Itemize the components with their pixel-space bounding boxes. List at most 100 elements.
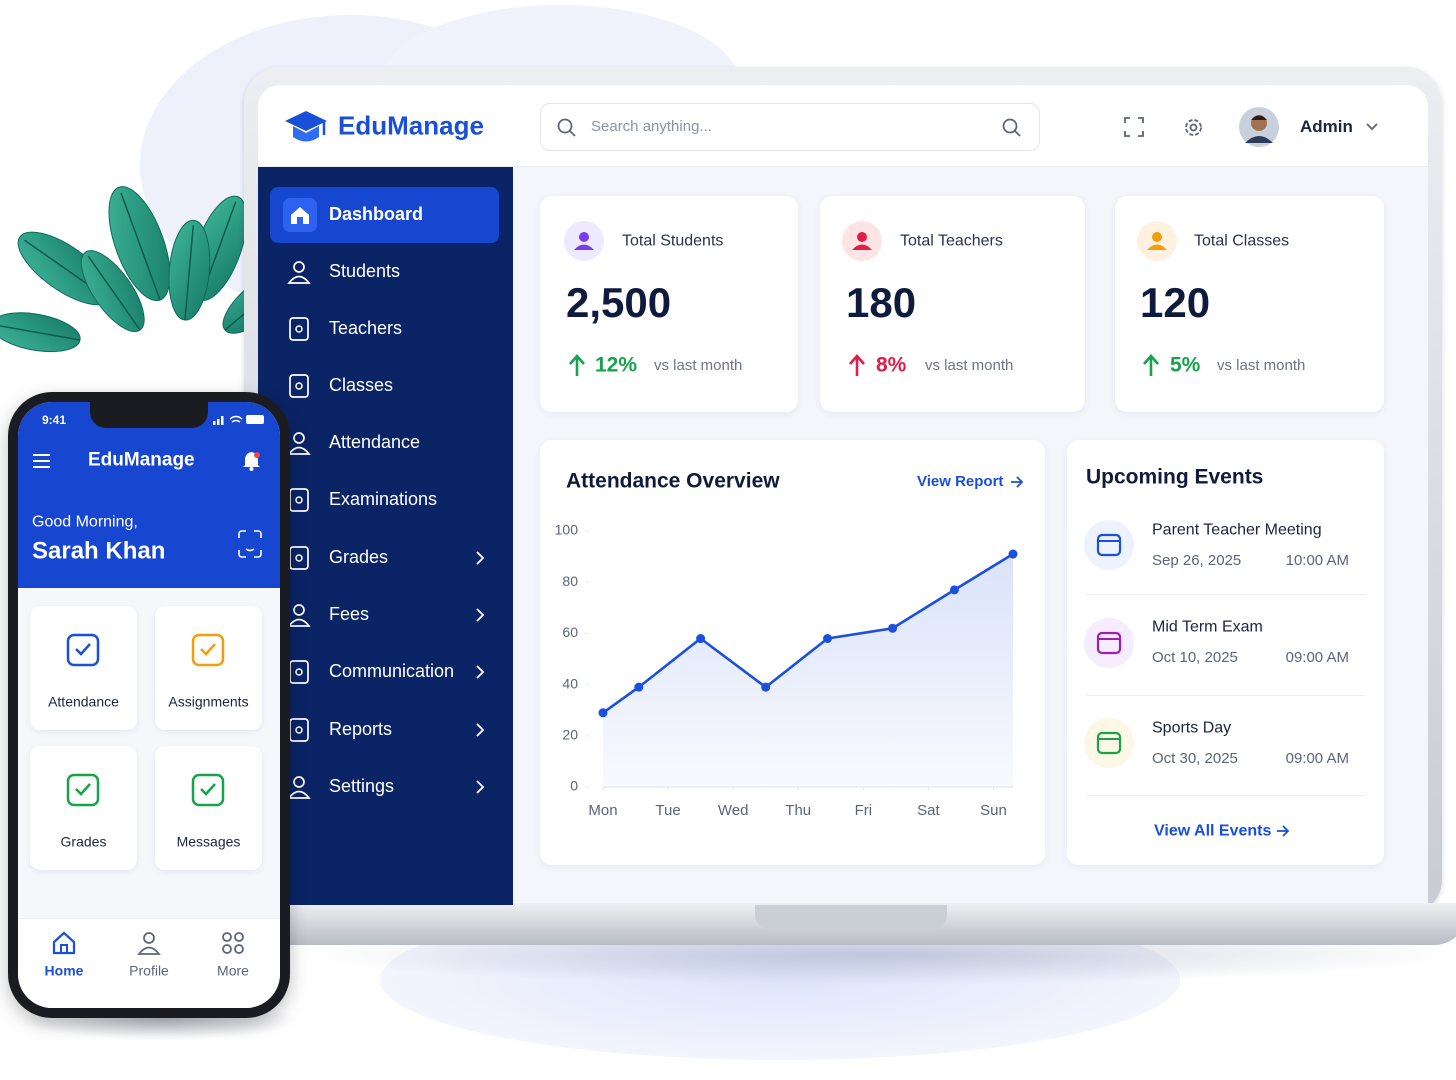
stat-change: 8% <box>876 353 907 377</box>
nav-item[interactable]: Students <box>329 261 401 282</box>
chevron-down[interactable] <box>1365 122 1379 132</box>
link-arrow[interactable] <box>1276 825 1290 837</box>
stat-value: 180 <box>846 278 917 326</box>
y-tick-label: 100 <box>555 522 579 538</box>
bell-icon[interactable] <box>243 451 260 471</box>
event-title[interactable]: Mid Term Exam <box>1152 618 1263 636</box>
point <box>761 682 771 692</box>
nav-chevron <box>476 780 485 794</box>
icon-part <box>184 225 195 321</box>
event-icon <box>1084 520 1134 570</box>
icon-part <box>287 446 311 455</box>
bottom-nav-icon[interactable] <box>221 931 245 955</box>
x-tick-label: Fri <box>855 802 873 819</box>
avatar[interactable] <box>1239 107 1279 147</box>
link-arrow[interactable] <box>1010 476 1024 488</box>
icon-part <box>857 232 867 242</box>
event-time: 10:00 AM <box>1285 552 1349 569</box>
nav-item[interactable]: Teachers <box>329 318 403 339</box>
icon-part <box>287 790 311 799</box>
app-tile[interactable] <box>155 606 262 730</box>
app-tile[interactable] <box>30 746 137 870</box>
icon-part <box>234 944 244 954</box>
icon-part <box>191 773 225 807</box>
icon-part <box>120 192 161 301</box>
nav-item[interactable]: Fees <box>329 604 370 625</box>
icon-part <box>287 275 311 284</box>
trend-arrow <box>1143 354 1159 376</box>
nav-item[interactable]: Examinations <box>329 489 438 510</box>
icon-part <box>289 374 309 398</box>
icon-part <box>245 548 255 552</box>
icon-part <box>295 382 303 390</box>
icon-part <box>191 633 225 667</box>
menu-icon[interactable] <box>33 454 50 468</box>
stat-note: vs last month <box>654 357 743 374</box>
icon-part <box>249 467 254 471</box>
icon-part <box>295 554 303 562</box>
icon-part <box>143 932 155 944</box>
bottom-nav-label[interactable]: More <box>217 962 249 979</box>
icon-part <box>238 530 262 558</box>
x-tick-label: Sun <box>980 802 1007 819</box>
x-tick-label: Sat <box>917 802 940 819</box>
app-tile[interactable] <box>155 746 262 870</box>
app-tile[interactable] <box>30 606 137 730</box>
bottom-nav-icon[interactable] <box>137 931 161 955</box>
stat-change: 12% <box>595 353 638 377</box>
fullscreen-icon[interactable] <box>1124 117 1144 137</box>
nav-item[interactable]: Reports <box>329 719 393 740</box>
settings-icon[interactable] <box>1183 117 1204 138</box>
nav-chevron <box>476 608 485 622</box>
nav-item[interactable]: Dashboard <box>329 204 424 225</box>
nav-item[interactable]: Classes <box>329 375 394 396</box>
event-icon <box>1084 618 1134 668</box>
icon-part <box>287 618 311 627</box>
icon-part <box>289 718 309 742</box>
stat-label: Total Classes <box>1194 232 1290 250</box>
trend-arrow <box>569 354 585 376</box>
nav-item[interactable]: Attendance <box>329 432 421 453</box>
stat-change: 5% <box>1170 353 1201 377</box>
nav-item[interactable]: Settings <box>329 776 395 797</box>
icon-part <box>1152 232 1162 242</box>
icon-part <box>0 324 81 341</box>
icon-part <box>222 932 232 942</box>
icon-part <box>293 261 305 273</box>
icon-part <box>222 944 232 954</box>
y-tick-label: 80 <box>562 573 578 589</box>
logo-icon <box>285 111 327 142</box>
point <box>696 634 706 644</box>
stat-icon <box>564 221 604 261</box>
icon-part <box>579 232 589 242</box>
tile-label: Grades <box>60 833 107 850</box>
user-name[interactable]: Admin <box>1300 116 1353 136</box>
events-link[interactable]: View All Events <box>1154 822 1272 840</box>
icon-part <box>1189 123 1198 132</box>
icon-part <box>1096 731 1122 755</box>
icon-part <box>254 452 260 458</box>
chart-title: Attendance Overview <box>566 469 780 493</box>
icon-part <box>1124 117 1144 137</box>
search-box[interactable] <box>540 103 1040 151</box>
event-title[interactable]: Sports Day <box>1152 719 1232 737</box>
icon-part <box>33 454 50 468</box>
search-icon <box>557 118 576 137</box>
bottom-nav-label[interactable]: Profile <box>129 962 169 979</box>
icon-part <box>476 551 485 565</box>
icon-part <box>66 633 100 667</box>
nav-item[interactable]: Grades <box>329 547 389 568</box>
bottom-nav-icon[interactable] <box>52 931 76 955</box>
event-title[interactable]: Parent Teacher Meeting <box>1152 521 1322 539</box>
greeting: Good Morning, <box>32 513 138 531</box>
face-id-icon[interactable] <box>238 530 262 558</box>
nav-item[interactable]: Communication <box>329 661 455 682</box>
nav-icon <box>287 604 311 627</box>
nav-icon <box>289 660 309 684</box>
stat-label: Total Students <box>622 232 724 250</box>
icon-part <box>1011 476 1024 488</box>
bottom-nav-label[interactable]: Home <box>44 962 84 979</box>
chart-link[interactable]: View Report <box>917 473 1004 490</box>
tile-label: Assignments <box>168 693 249 710</box>
